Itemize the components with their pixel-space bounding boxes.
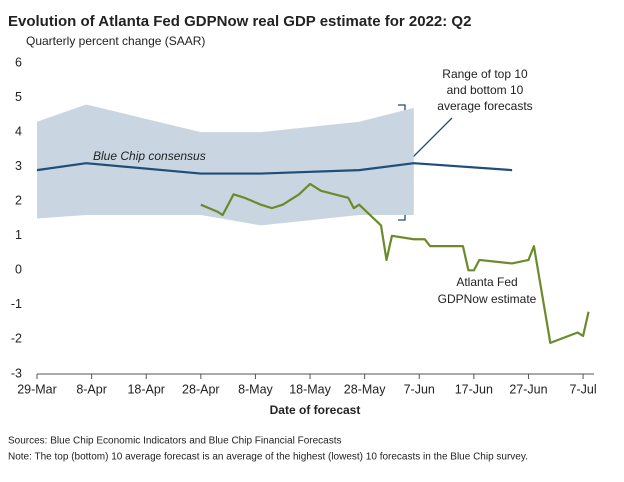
y-tick-label: 3 — [15, 159, 22, 173]
sources: Sources: Blue Chip Economic Indicators a… — [8, 436, 342, 447]
y-tick-label: -3 — [11, 366, 22, 380]
y-tick-label: -2 — [11, 332, 22, 346]
y-tick-label: 1 — [15, 228, 22, 242]
leader-line — [406, 117, 453, 164]
band-label: average forecasts — [437, 99, 532, 113]
series-label: Atlanta Fed — [456, 275, 517, 289]
chart-subtitle: Quarterly percent change (SAAR) — [26, 34, 205, 48]
x-tick-label: 7-Jul — [570, 382, 597, 396]
x-tick-label: 7-Jun — [404, 382, 435, 396]
series-line — [200, 182, 590, 344]
band-label: Range of top 10 — [442, 67, 528, 81]
y-tick-label: -1 — [11, 297, 22, 311]
x-tick-label: 18-Apr — [127, 382, 165, 396]
x-tick-label: 8-May — [238, 382, 273, 396]
series-label: Blue Chip consensus — [93, 149, 206, 163]
x-tick-label: 8-Apr — [76, 382, 107, 396]
range-band — [37, 104, 414, 226]
y-tick-label: 0 — [15, 263, 22, 277]
x-tick-label: 28-Apr — [182, 382, 220, 396]
chart-title: Evolution of Atlanta Fed GDPNow real GDP… — [8, 13, 471, 30]
x-axis-label: Date of forecast — [270, 403, 361, 417]
x-tick-label: 28-May — [344, 382, 386, 396]
y-tick-label: 4 — [15, 124, 22, 138]
x-tick-label: 18-May — [289, 382, 331, 396]
series-line — [36, 162, 513, 175]
x-tick-label: 27-Jun — [509, 382, 547, 396]
y-tick-label: 6 — [15, 55, 22, 69]
x-tick-label: 17-Jun — [455, 382, 493, 396]
note: Note: The top (bottom) 10 average foreca… — [8, 452, 528, 463]
series-label: GDPNow estimate — [438, 292, 537, 306]
y-tick-label: 2 — [15, 194, 22, 208]
y-tick-label: 5 — [15, 90, 22, 104]
x-tick-label: 29-Mar — [17, 382, 57, 396]
band-label: and bottom 10 — [447, 83, 524, 97]
